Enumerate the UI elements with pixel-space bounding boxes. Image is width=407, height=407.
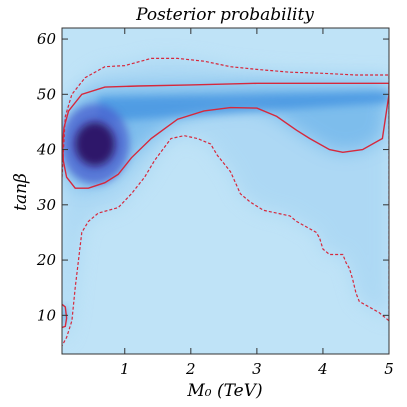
x-tick-label: 2 (185, 360, 196, 378)
y-tick-label: 20 (36, 251, 57, 269)
y-tick-label: 50 (37, 85, 57, 103)
x-tick-label: 3 (252, 360, 262, 378)
y-tick-label: 40 (36, 141, 57, 159)
plot-area: 1 2 3 4 5 10 20 30 40 50 60 (36, 27, 394, 378)
x-tick-label: 5 (384, 360, 394, 378)
y-tick-label: 30 (37, 196, 57, 214)
contour-layer (62, 57, 389, 346)
y-axis-label: tanβ (11, 173, 31, 211)
y-tick-label: 10 (37, 306, 57, 324)
chart-title: Posterior probability (135, 5, 314, 25)
x-axis: 1 2 3 4 5 (120, 28, 394, 378)
x-tick-label: 1 (120, 360, 130, 378)
contour-inner-small (62, 303, 68, 329)
y-axis: 10 20 30 40 50 60 (36, 30, 389, 324)
contour-outer (62, 57, 389, 346)
contour-inner (62, 82, 389, 189)
plot-frame (61, 27, 390, 355)
density-ridge (98, 91, 389, 122)
y-tick-label: 60 (37, 30, 57, 48)
x-tick-label: 4 (317, 360, 328, 378)
x-axis-label: M₀ (TeV) (186, 381, 262, 401)
heatmap-density (62, 58, 389, 346)
density-peak (75, 122, 116, 167)
